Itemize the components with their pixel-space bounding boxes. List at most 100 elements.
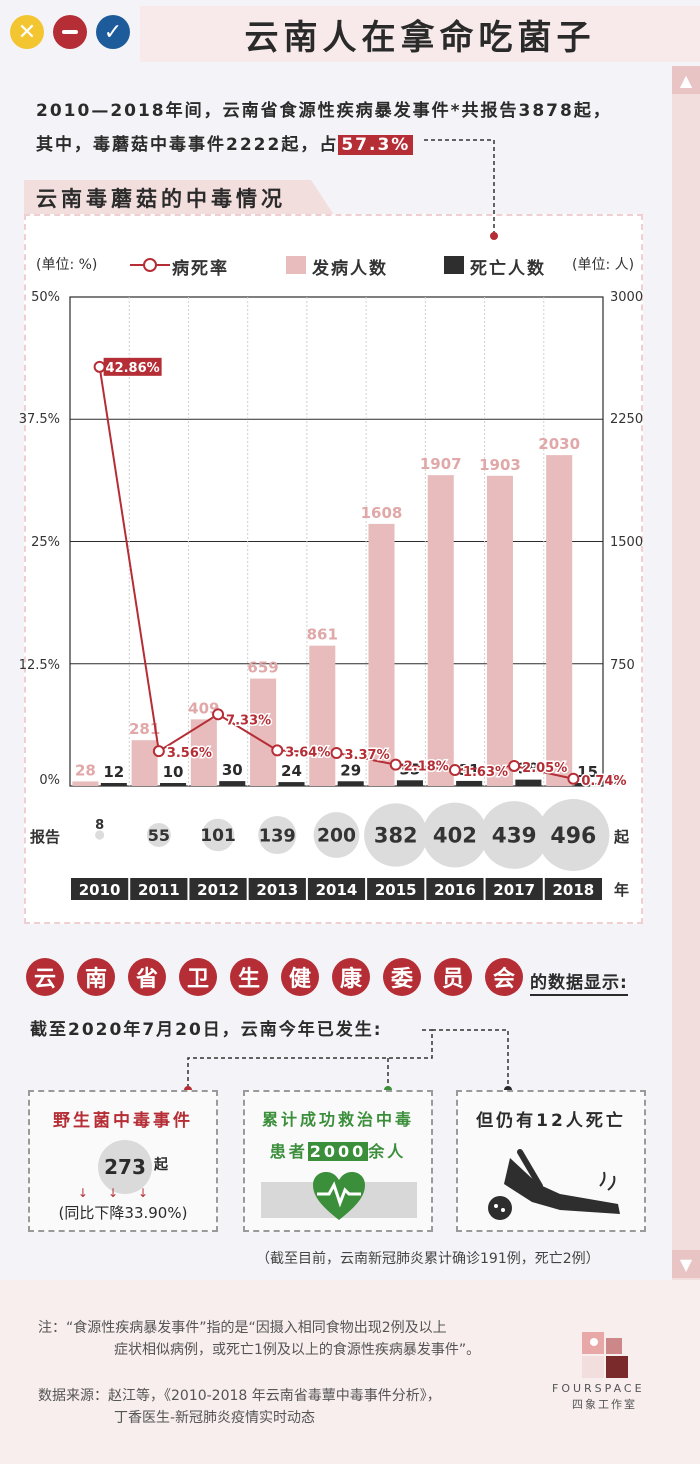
- org-char: 云: [26, 958, 64, 996]
- year-label: 2017: [493, 881, 535, 899]
- cases-label: 861: [307, 626, 338, 644]
- deaths-label: 29: [340, 761, 361, 779]
- cases-bar: [427, 475, 454, 786]
- deaths-label: 10: [163, 763, 184, 781]
- covid-note: （截至目前，云南新冠肺炎累计确诊191例，死亡2例）: [256, 1251, 600, 1267]
- year-label: 2013: [256, 881, 298, 899]
- report-bubble: [480, 801, 549, 869]
- report-value: 200: [317, 826, 356, 847]
- rescued-card: 累计成功救治中毒 患者 2000 余人: [243, 1090, 433, 1232]
- rate-label: 3.64%: [285, 745, 330, 760]
- fallen-person-icon: [488, 1149, 620, 1220]
- year-suffix: 年: [614, 881, 630, 899]
- deaths-bar: [337, 781, 364, 786]
- cases-bar: [72, 781, 99, 786]
- year-label: 2016: [434, 881, 476, 899]
- right-unit-label: (单位: 人): [572, 257, 635, 273]
- brand-logo-icon: [582, 1332, 628, 1378]
- rate-point: [448, 764, 461, 777]
- deaths-bar: [396, 780, 423, 786]
- report-bubble: [146, 823, 171, 847]
- deaths-label: 24: [281, 762, 302, 780]
- deaths-label: 30: [222, 761, 243, 779]
- rate-label-bg: [103, 357, 162, 376]
- report-bubble: [95, 830, 105, 840]
- y-right-tick: 3000: [610, 290, 644, 305]
- wild-count: 273: [98, 1140, 152, 1194]
- rate-legend-label: 病死率: [172, 259, 229, 279]
- report-bubble: [537, 799, 610, 871]
- deaths-label: 12: [103, 763, 124, 781]
- rate-legend-icon: [130, 258, 170, 272]
- deaths-title: 但仍有12人死亡: [476, 1111, 626, 1131]
- cases-label: 659: [247, 659, 278, 677]
- report-value: 439: [492, 824, 537, 849]
- rate-point: [152, 745, 165, 758]
- rate-point: [271, 744, 284, 757]
- deaths-bar: [219, 781, 246, 786]
- org-char: 员: [434, 958, 472, 996]
- year-tab: [130, 878, 188, 900]
- cases-bar: [131, 740, 158, 786]
- deaths-bar: [160, 783, 187, 786]
- report-bubble: [201, 818, 235, 852]
- intro-connector: [424, 139, 498, 240]
- y-left-tick: 0%: [39, 773, 60, 788]
- cases-bar: [486, 475, 513, 786]
- wild-note: (同比下降33.90%): [58, 1204, 188, 1222]
- y-right-tick: 1500: [610, 535, 644, 550]
- year-label: 2010: [79, 881, 121, 899]
- minimize-icon[interactable]: [53, 15, 87, 49]
- report-bubble: [364, 803, 428, 867]
- year-tab: [248, 878, 306, 900]
- arrow-down-icon[interactable]: ▼: [672, 1250, 700, 1278]
- deaths-bar: [574, 783, 601, 786]
- rate-point: [212, 708, 225, 721]
- deaths-legend-label: 死亡人数: [470, 259, 546, 279]
- deaths-bar: [456, 780, 483, 786]
- check-icon[interactable]: ✓: [96, 15, 130, 49]
- combo-chart: 28 12281104093065924861291608351907311903…: [69, 296, 628, 900]
- title-bar: ✕ ✓ 云南人在拿命吃菌子: [0, 0, 700, 66]
- org-char: 生: [230, 958, 268, 996]
- report-value: 55: [148, 826, 170, 845]
- down-arrow-icon: ↓↓↓: [77, 1186, 169, 1200]
- rescued-line2: 患者 2000 余人: [245, 1138, 431, 1162]
- y-left-tick: 12.5%: [18, 658, 60, 673]
- wild-unit: 起: [154, 1157, 168, 1173]
- page-title: 云南人在拿命吃菌子: [244, 17, 596, 58]
- rate-label: 2.18%: [404, 760, 449, 775]
- cases-bar: [250, 678, 277, 786]
- report-bubble: [258, 815, 297, 855]
- deaths-bar: [100, 783, 127, 786]
- org-char: 省: [128, 958, 166, 996]
- year-tab: [426, 878, 484, 900]
- rate-point: [389, 758, 402, 771]
- section-title: 云南毒蘑菇的中毒情况: [36, 187, 286, 211]
- heartbeat-icon: [313, 1172, 365, 1220]
- arrow-up-icon[interactable]: ▲: [672, 66, 700, 94]
- report-value: 496: [550, 824, 596, 849]
- y-left-tick: 25%: [31, 535, 60, 550]
- cases-label: 2030: [538, 435, 580, 453]
- cases-legend-swatch: [286, 256, 306, 274]
- scrollbar-track[interactable]: [672, 66, 700, 1280]
- brand-en: FOURSPACE: [552, 1382, 645, 1395]
- intro-line-2: 其中，毒蘑菇中毒事件2222起，占 57.3%: [36, 130, 656, 155]
- close-icon[interactable]: ✕: [10, 15, 44, 49]
- rate-point: [508, 759, 521, 772]
- org-char: 康: [332, 958, 370, 996]
- cases-bar: [546, 455, 573, 786]
- deaths-bar: [515, 779, 542, 786]
- deaths-card: 但仍有12人死亡: [456, 1090, 646, 1232]
- intro-line-1: 2010—2018年间，云南省食源性疾病暴发事件*共报告3878起，: [36, 101, 612, 121]
- rate-label: 42.86%: [106, 361, 160, 376]
- year-tab: [71, 878, 129, 900]
- rate-point: [567, 772, 580, 785]
- y-right-tick: 750: [610, 658, 635, 673]
- rescued-highlight: 2000: [307, 1142, 369, 1161]
- y-left-tick: 50%: [31, 290, 60, 305]
- year-tab: [544, 878, 602, 900]
- year-tab: [367, 878, 425, 900]
- section-tab: [24, 180, 336, 218]
